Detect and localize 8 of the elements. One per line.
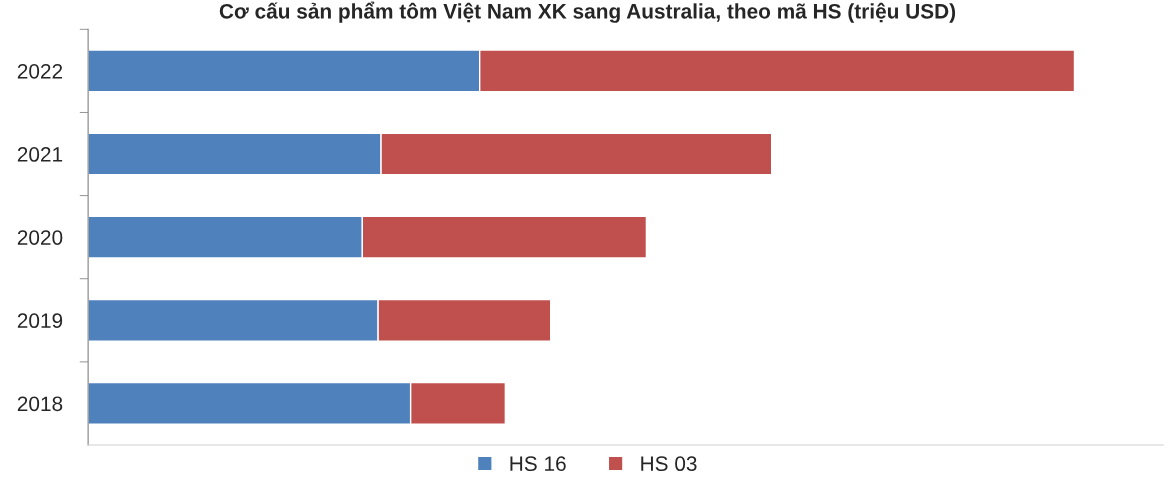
legend-label: HS 03	[641, 456, 697, 472]
y-tick-label: 2018	[17, 396, 63, 412]
y-tick-label: 2022	[17, 63, 63, 79]
y-tick-label: 2021	[17, 147, 63, 162]
chart-title: Cơ cấu sản phẩm tôm Việt Nam XK sang Australia, theo mã HS (triệu USD)	[219, 1, 956, 23]
legend-label: HS 16	[510, 456, 566, 472]
y-tick-label: 2020	[17, 230, 63, 245]
y-tick-label: 2019	[17, 313, 63, 329]
